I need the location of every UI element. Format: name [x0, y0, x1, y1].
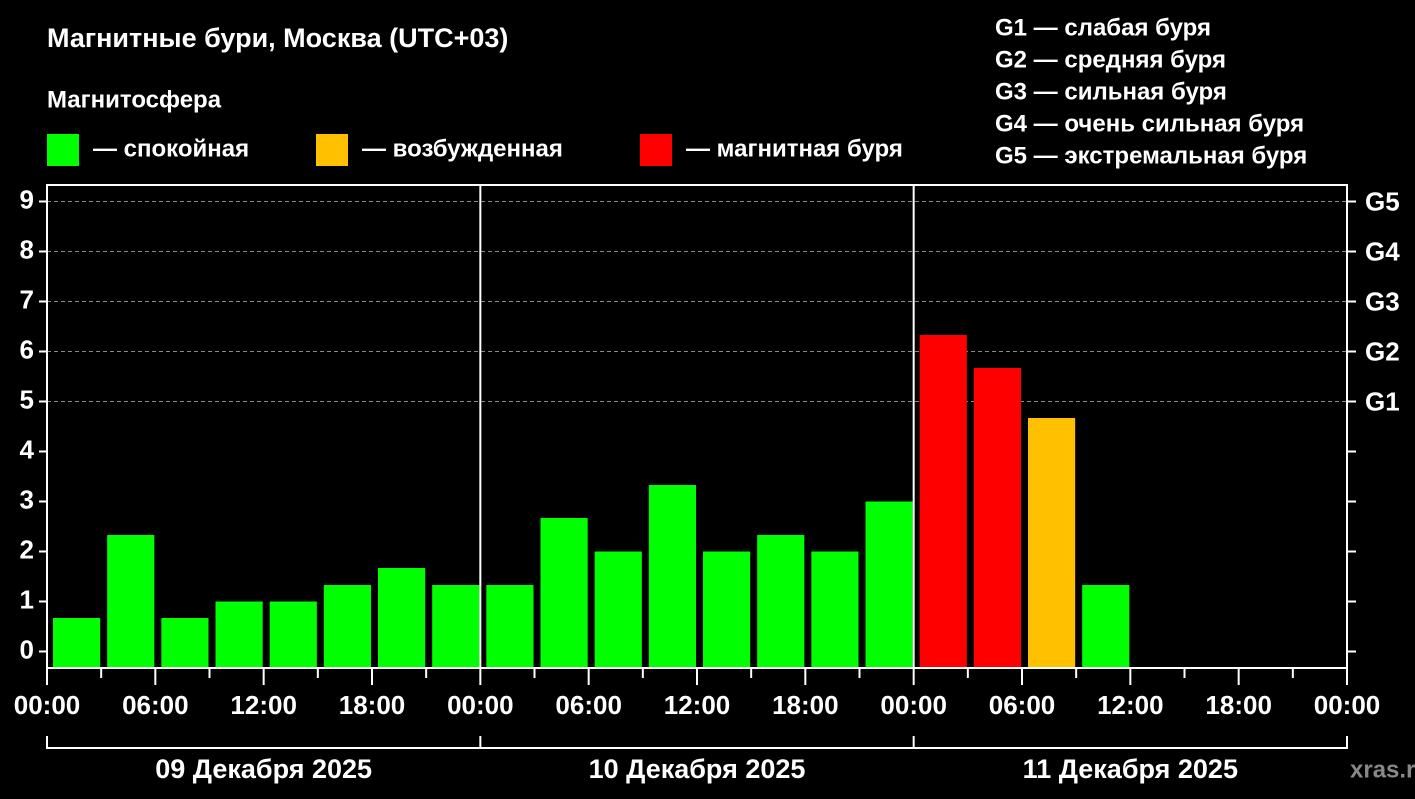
x-tick-label: 18:00 [339, 690, 406, 720]
bar [919, 335, 967, 668]
legend-label: — магнитная буря [686, 135, 903, 162]
right-tick-label: G2 [1365, 336, 1400, 366]
bar [161, 618, 209, 668]
y-tick-label: 5 [20, 384, 34, 414]
bar [378, 568, 426, 668]
x-tick-label: 18:00 [772, 690, 839, 720]
x-tick-label: 00:00 [447, 690, 514, 720]
right-tick-label: G1 [1365, 386, 1400, 416]
legend-label: — возбужденная [362, 135, 563, 162]
bar [323, 585, 371, 668]
bar [1082, 585, 1130, 668]
bar [486, 585, 534, 668]
y-tick-label: 0 [20, 634, 34, 664]
scale-note: G4 — очень сильная буря [995, 110, 1304, 137]
date-label: 09 Декабря 2025 [155, 754, 372, 784]
bar [703, 551, 751, 668]
bar [811, 551, 859, 668]
x-tick-label: 00:00 [14, 690, 81, 720]
y-tick-label: 7 [20, 284, 34, 314]
y-tick-label: 9 [20, 184, 34, 214]
legend-swatch [47, 134, 79, 166]
date-label: 11 Декабря 2025 [1023, 754, 1238, 784]
bar [648, 485, 696, 668]
right-tick-label: G4 [1365, 236, 1400, 266]
x-tick-label: 00:00 [880, 690, 947, 720]
bar [1028, 418, 1076, 668]
watermark: xras.ru [1350, 756, 1415, 783]
y-tick-label: 4 [20, 434, 35, 464]
bar [865, 501, 913, 668]
y-tick-label: 1 [20, 584, 34, 614]
bar [973, 368, 1021, 668]
legend-label: — спокойная [93, 135, 249, 162]
x-tick-label: 12:00 [664, 690, 731, 720]
y-tick-label: 3 [20, 484, 34, 514]
bar [107, 535, 155, 668]
y-tick-label: 2 [20, 534, 34, 564]
legend-swatch [640, 134, 672, 166]
bar [53, 618, 101, 668]
legend-swatch [316, 134, 348, 166]
bar [269, 601, 317, 668]
date-label: 10 Декабря 2025 [589, 754, 806, 784]
subtitle: Магнитосфера [47, 86, 222, 113]
x-tick-label: 06:00 [122, 690, 189, 720]
bar [757, 535, 805, 668]
x-tick-label: 06:00 [555, 690, 622, 720]
y-tick-label: 6 [20, 334, 34, 364]
right-tick-label: G3 [1365, 286, 1400, 316]
bar [432, 585, 480, 668]
scale-note: G2 — средняя буря [995, 46, 1226, 73]
scale-note: G5 — экстремальная буря [995, 142, 1307, 169]
bar [215, 601, 263, 668]
x-tick-label: 06:00 [989, 690, 1056, 720]
x-tick-label: 00:00 [1314, 690, 1381, 720]
x-tick-label: 12:00 [230, 690, 297, 720]
bar [540, 518, 588, 668]
scale-note: G3 — сильная буря [995, 78, 1227, 105]
x-tick-label: 12:00 [1097, 690, 1164, 720]
x-tick-label: 18:00 [1205, 690, 1272, 720]
bar [594, 551, 642, 668]
y-tick-label: 8 [20, 234, 34, 264]
scale-note: G1 — слабая буря [995, 14, 1211, 41]
right-tick-label: G5 [1365, 186, 1400, 216]
chart-title: Магнитные бури, Москва (UTC+03) [47, 23, 508, 53]
